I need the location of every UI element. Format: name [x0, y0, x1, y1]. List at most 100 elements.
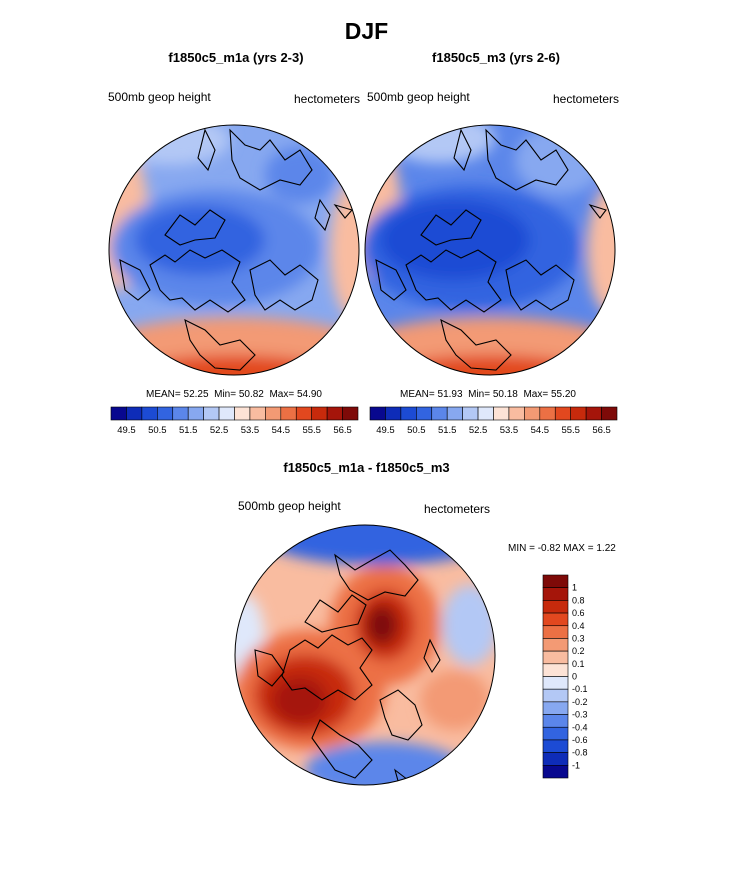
page-title: DJF: [344, 18, 389, 44]
panel-3-map-border: [234, 524, 496, 786]
colorbar-tick-label: 53.5: [241, 425, 260, 436]
field-pos-ne-max: [366, 605, 398, 645]
colorbar-tick-label: 55.5: [302, 425, 321, 436]
coastlines: [119, 128, 353, 371]
panel-1-stats: MEAN= 52.25 Min= 50.82 Max= 54.90: [146, 389, 322, 400]
colorbar-box: [542, 701, 569, 715]
colorbar-box: [493, 406, 510, 421]
field-hot-south: [109, 355, 359, 375]
colorbar-box: [542, 650, 569, 665]
panel-3-variable-label: 500mb geop height: [238, 499, 341, 513]
colorbar-tick-label: 0.4: [572, 621, 585, 631]
field-light-nw: [385, 125, 495, 163]
panel-2-map: [365, 125, 615, 375]
stat-mean-value: 51.93: [437, 389, 463, 400]
colorbar-tick-label: 52.5: [469, 425, 488, 436]
colorbar-box: [157, 406, 174, 421]
colorbar-box: [542, 625, 569, 639]
panel-1-map-border: [108, 124, 360, 376]
panel-2-variable-label: 500mb geop height: [367, 90, 470, 104]
colorbar-box: [400, 406, 417, 421]
colorbar-tick-label: 50.5: [407, 425, 426, 436]
colorbar-tick-label: -0.3: [572, 710, 588, 720]
colorbar-box: [542, 726, 569, 741]
colorbar-box: [187, 406, 204, 421]
colorbar-box: [542, 752, 569, 766]
coastlines: [375, 128, 607, 371]
panel-1-map: [109, 125, 359, 375]
colorbar-box: [477, 406, 494, 421]
colorbar-tick-label: -0.1: [572, 684, 588, 694]
colorbar-box: [585, 406, 602, 421]
colorbar-tick-label: 1: [572, 583, 577, 593]
stat-min-label: Min=: [214, 389, 237, 400]
colorbar-box: [385, 406, 402, 421]
panel-3-colorbar: 1 0.8 0.6 0.4 0.3 0.2 0.1 0 -0.1 -0.2 -0.3 -0.4 -0.6…: [542, 574, 588, 779]
colorbar-box: [369, 406, 386, 421]
field-light-ne: [515, 125, 605, 195]
panel-2-map-border: [364, 124, 616, 376]
coastlines: [254, 549, 441, 785]
colorbar-box: [542, 714, 569, 728]
panel-3-title: f1850c5_m1a - f1850c5_m3: [283, 460, 450, 475]
colorbar-tick-label: 49.5: [117, 425, 136, 436]
colorbar-box: [431, 406, 448, 421]
colorbar-box: [542, 688, 569, 703]
field-neg-north: [260, 525, 495, 565]
stat-max-label: Max=: [523, 389, 549, 400]
colorbar-tick-label: -0.6: [572, 735, 588, 745]
colorbar-box: [280, 406, 297, 421]
field-hot-south: [365, 355, 615, 375]
panel-3-units-label: hectometers: [424, 502, 491, 516]
colorbar-box: [542, 574, 569, 588]
colorbar-tick-label: 53.5: [500, 425, 519, 436]
colorbar-box: [342, 406, 359, 421]
colorbar-box: [326, 406, 343, 421]
stat-max-label: Max=: [269, 389, 295, 400]
colorbar-box: [462, 406, 479, 421]
panel-2-title: f1850c5_m3 (yrs 2-6): [432, 50, 560, 65]
colorbar-tick-label: 0: [572, 672, 577, 682]
stat-mean-label: MEAN=: [146, 389, 181, 400]
field-warm-east: [587, 185, 615, 315]
colorbar-box: [416, 406, 433, 421]
colorbar-tick-label: -0.2: [572, 697, 588, 707]
colorbar-box: [539, 406, 556, 421]
colorbar-box: [542, 676, 569, 690]
stat-max-value: 55.20: [550, 389, 576, 400]
panel-2-colorbar: 49.5 50.5 51.5 52.5 53.5 54.5 55.5 56.5: [369, 406, 618, 436]
panel-1-title: f1850c5_m1a (yrs 2-3): [168, 50, 304, 65]
stat-min-value: 50.82: [238, 389, 264, 400]
panel-1-variable-label: 500mb geop height: [108, 90, 211, 104]
colorbar-box: [554, 406, 571, 421]
colorbar-tick-label: 51.5: [438, 425, 457, 436]
colorbar-box: [542, 600, 569, 614]
colorbar-box: [265, 406, 282, 421]
colorbar-tick-label: 0.3: [572, 633, 585, 643]
panel-3-stats: MIN = -0.82 MAX = 1.22: [508, 543, 616, 554]
colorbar-box: [295, 406, 312, 421]
colorbar-tick-label: 51.5: [179, 425, 198, 436]
colorbar-tick-label: 56.5: [592, 425, 611, 436]
colorbar-tick-label: 0.6: [572, 608, 585, 618]
colorbar-box: [542, 663, 569, 677]
stat-max-value: 54.90: [296, 389, 322, 400]
colorbar-tick-label: -1: [572, 760, 580, 770]
colorbar-tick-label: 52.5: [210, 425, 229, 436]
stat-min-label: Min=: [468, 389, 491, 400]
colorbar-box: [110, 406, 127, 421]
colorbar-tick-label: 49.5: [376, 425, 395, 436]
colorbar-box: [203, 406, 220, 421]
panel-3-map: [235, 525, 495, 785]
stat-mean-label: MEAN=: [400, 389, 435, 400]
colorbar-box: [126, 406, 143, 421]
colorbar-box: [570, 406, 587, 421]
field-pos-se: [420, 670, 490, 730]
panel-2-stats: MEAN= 51.93 Min= 50.18 Max= 55.20: [400, 389, 576, 400]
colorbar-tick-label: 54.5: [531, 425, 550, 436]
colorbar-box: [249, 406, 266, 421]
colorbar-tick-label: 55.5: [561, 425, 580, 436]
colorbar-box: [311, 406, 328, 421]
colorbar-tick-label: 50.5: [148, 425, 167, 436]
